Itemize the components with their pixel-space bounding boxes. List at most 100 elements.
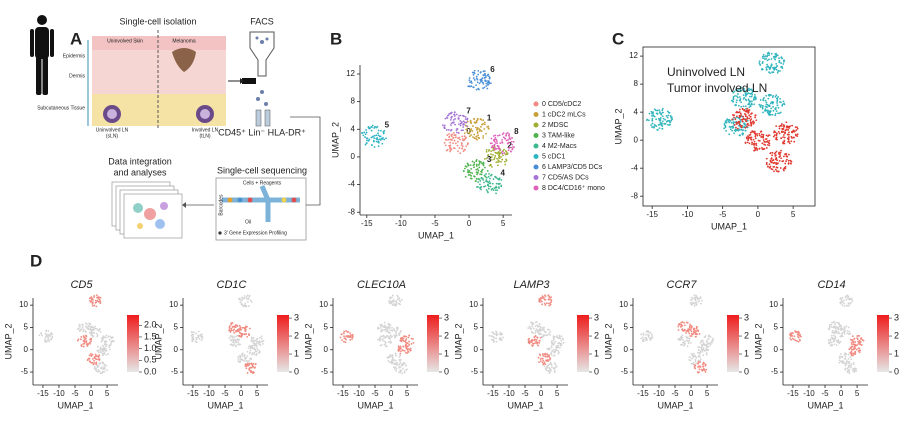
- cell-dot: [766, 54, 769, 57]
- cell-dot: [692, 362, 695, 365]
- cell-dot: [105, 334, 108, 337]
- cell-dot: [775, 162, 778, 165]
- cell-dot: [97, 365, 100, 367]
- cell-dot: [831, 344, 834, 347]
- cell-dot: [83, 338, 86, 341]
- cell-dot: [787, 136, 790, 138]
- cell-dot: [351, 338, 353, 341]
- cell-dot: [704, 364, 707, 366]
- cell-dot: [400, 364, 403, 367]
- cell-dot: [238, 324, 241, 327]
- cell-dot: [347, 335, 350, 337]
- cell-dot: [500, 156, 502, 158]
- cell-dot: [739, 98, 742, 100]
- cell-dot: [774, 158, 777, 161]
- cell-dot: [534, 325, 537, 328]
- cell-dot: [483, 70, 486, 73]
- cell-dot: [775, 134, 778, 137]
- cell-dot: [96, 296, 98, 299]
- cell-dot: [544, 294, 546, 297]
- cell-dot: [241, 326, 244, 329]
- section-title: Single-cell sequencing: [217, 165, 307, 175]
- x-tick-label: -15: [187, 389, 199, 398]
- cluster-label: 7: [466, 106, 471, 115]
- cell-dot: [747, 92, 750, 95]
- cell-dot: [391, 329, 393, 332]
- cell-dot: [499, 142, 502, 145]
- cell-dot: [245, 359, 248, 362]
- cell-dot: [790, 333, 793, 336]
- cell-dot: [734, 128, 737, 131]
- cell-dot: [642, 332, 645, 335]
- cell-dot: [105, 336, 107, 339]
- cell-dot: [651, 335, 653, 337]
- cell-dot: [394, 352, 397, 355]
- cell-dot: [671, 116, 673, 119]
- cell-dot: [798, 334, 801, 337]
- legend-label: 1 cDC2 mLCs: [542, 111, 586, 118]
- cell-dot: [843, 354, 846, 356]
- cell-dot: [385, 137, 387, 140]
- cell-dot: [90, 325, 93, 328]
- cell-dot: [509, 146, 511, 149]
- section-title: Data integration: [108, 156, 172, 166]
- cell-dot: [770, 52, 773, 55]
- colorbar: [727, 315, 739, 372]
- cell-dot: [512, 146, 514, 148]
- cell-dot: [239, 301, 242, 304]
- cell-dot: [769, 152, 772, 154]
- cell-dot: [791, 124, 794, 127]
- cell-dot: [98, 354, 101, 357]
- cell-dot: [530, 328, 533, 330]
- cell-dot: [110, 337, 113, 340]
- cell-dot: [484, 185, 487, 188]
- cell-dot: [468, 131, 471, 134]
- cell-dot: [776, 159, 779, 162]
- cell-dot: [461, 138, 464, 140]
- cell-dot: [687, 340, 690, 343]
- cell-dot: [503, 152, 506, 154]
- cluster: [462, 158, 489, 183]
- cell-dot: [857, 342, 860, 345]
- cell-dot: [783, 136, 786, 139]
- cell-dot: [383, 129, 386, 132]
- cell-dot: [780, 137, 783, 140]
- cell-cluster: [827, 320, 842, 335]
- cell-dot: [534, 321, 537, 324]
- cell-dot: [85, 341, 88, 344]
- cell-dot: [786, 137, 789, 140]
- cell-dot: [548, 358, 551, 361]
- cell-dot: [233, 343, 236, 345]
- x-tick-label: 5: [855, 389, 860, 398]
- cell-dot: [534, 329, 537, 332]
- cell-dot: [407, 350, 409, 352]
- cell-dot: [375, 126, 378, 129]
- cell-dot: [789, 337, 792, 340]
- cell-dot: [90, 296, 93, 298]
- cell-dot: [465, 145, 468, 148]
- cell-dot: [837, 330, 840, 333]
- cell-dot: [448, 145, 451, 148]
- cell-dot: [760, 68, 763, 71]
- cell-dot: [768, 142, 771, 145]
- cell-dot: [467, 170, 469, 173]
- cell-dot: [749, 131, 752, 134]
- cell-dot: [200, 339, 203, 341]
- cell-dot: [750, 112, 753, 115]
- cell-dot: [504, 137, 507, 140]
- cell-dot: [772, 101, 775, 104]
- cell-dot: [538, 353, 541, 356]
- cell-dot: [848, 362, 851, 365]
- cell-dot: [497, 147, 500, 150]
- sequencing-diagram: [215, 177, 307, 241]
- cell-cluster: [699, 334, 715, 347]
- cell-dot: [724, 120, 727, 123]
- cell-dot: [846, 296, 849, 299]
- y-tick-label: 10: [619, 300, 628, 309]
- cell-dot: [558, 334, 561, 337]
- cell-dot: [229, 343, 232, 346]
- cell-dot: [389, 340, 392, 343]
- cell-dot: [756, 134, 759, 137]
- cell-dot: [694, 333, 697, 335]
- cell-dot: [781, 103, 784, 106]
